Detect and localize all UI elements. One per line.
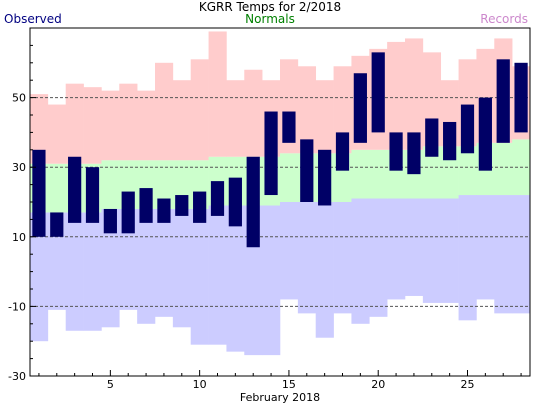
record-low-band xyxy=(262,205,281,356)
normal-band xyxy=(101,160,120,209)
normal-band xyxy=(47,163,67,213)
record-high-band xyxy=(47,104,67,164)
legend-normals: Normals xyxy=(245,12,295,26)
record-low-band xyxy=(494,195,513,314)
normal-band xyxy=(369,149,388,199)
observed-bar xyxy=(318,149,332,206)
record-low-band xyxy=(387,198,406,300)
observed-bar xyxy=(68,156,82,223)
observed-bar xyxy=(85,167,100,223)
record-low-band xyxy=(83,212,102,331)
x-tick-label: 10 xyxy=(193,378,207,391)
x-tick-label: 20 xyxy=(371,378,385,391)
observed-bar xyxy=(139,188,153,223)
observed-bar xyxy=(50,212,64,237)
observed-bar xyxy=(210,181,225,216)
observed-bar xyxy=(443,121,457,161)
x-tick-label: 25 xyxy=(461,378,475,391)
record-low-band xyxy=(351,198,370,324)
observed-bar xyxy=(478,97,492,171)
chart-title: KGRR Temps for 2/2018 xyxy=(198,0,342,14)
record-high-band xyxy=(137,90,156,161)
record-low-band xyxy=(315,202,334,338)
record-high-band xyxy=(30,94,49,164)
record-low-band xyxy=(476,195,495,300)
record-high-band xyxy=(65,83,84,164)
legend-observed: Observed xyxy=(4,12,62,26)
observed-bar xyxy=(103,208,117,234)
observed-bar xyxy=(371,52,385,133)
record-low-band xyxy=(297,202,317,314)
observed-bar xyxy=(175,195,189,216)
record-low-band xyxy=(65,212,84,331)
record-low-band xyxy=(440,198,459,303)
record-low-band xyxy=(405,198,424,296)
normal-band xyxy=(155,160,174,209)
record-high-band xyxy=(387,41,406,150)
observed-bar xyxy=(425,118,439,157)
observed-bar xyxy=(514,62,528,133)
observed-bar xyxy=(264,111,278,196)
record-high-band xyxy=(190,59,209,161)
normal-band xyxy=(494,142,513,196)
observed-bar xyxy=(389,132,403,171)
record-high-band xyxy=(208,31,227,157)
record-low-band xyxy=(422,198,442,303)
observed-bar xyxy=(460,104,475,154)
y-tick-label: -30 xyxy=(8,370,26,383)
record-high-band xyxy=(333,66,352,154)
record-low-band xyxy=(30,212,49,342)
record-low-band xyxy=(172,208,192,328)
observed-bar xyxy=(32,149,46,237)
normal-band xyxy=(422,146,442,199)
record-low-band xyxy=(512,195,531,314)
record-low-band xyxy=(369,198,388,317)
record-high-band xyxy=(244,69,263,157)
observed-bar xyxy=(246,156,260,248)
observed-bar xyxy=(300,139,314,202)
observed-bar xyxy=(157,198,171,223)
observed-bar xyxy=(496,59,510,143)
observed-bar xyxy=(193,191,207,223)
x-axis-label: February 2018 xyxy=(239,391,321,404)
record-low-band xyxy=(137,208,156,324)
record-low-band xyxy=(458,195,477,321)
record-high-band xyxy=(315,80,334,154)
record-high-band xyxy=(83,87,102,164)
record-high-band xyxy=(155,62,174,161)
normal-band xyxy=(351,149,370,199)
record-high-band xyxy=(297,66,317,154)
y-tick-label: 50 xyxy=(12,92,26,105)
record-high-band xyxy=(226,80,245,157)
y-tick-label: -10 xyxy=(8,300,26,313)
observed-bar xyxy=(353,73,367,143)
record-high-band xyxy=(405,38,424,150)
y-tick-label: 30 xyxy=(12,161,26,174)
record-high-band xyxy=(101,90,120,161)
record-high-band xyxy=(119,83,138,161)
record-low-band xyxy=(280,202,299,300)
record-low-band xyxy=(226,205,245,352)
record-low-band xyxy=(208,205,227,345)
record-low-band xyxy=(155,208,174,317)
x-tick-label: 15 xyxy=(282,378,296,391)
legend-records: Records xyxy=(480,12,528,26)
record-low-band xyxy=(190,208,209,345)
normal-band xyxy=(458,146,477,196)
record-high-band xyxy=(172,80,192,161)
x-tick-label: 5 xyxy=(107,378,114,391)
record-low-band xyxy=(333,202,352,314)
observed-bar xyxy=(407,132,421,175)
observed-bar xyxy=(335,132,350,171)
record-low-band xyxy=(119,208,138,310)
observed-bar xyxy=(228,177,242,227)
y-tick-label: 10 xyxy=(12,231,26,244)
normal-band xyxy=(280,153,299,202)
observed-bar xyxy=(282,111,296,143)
record-low-band xyxy=(101,208,120,328)
observed-bar xyxy=(121,191,135,234)
